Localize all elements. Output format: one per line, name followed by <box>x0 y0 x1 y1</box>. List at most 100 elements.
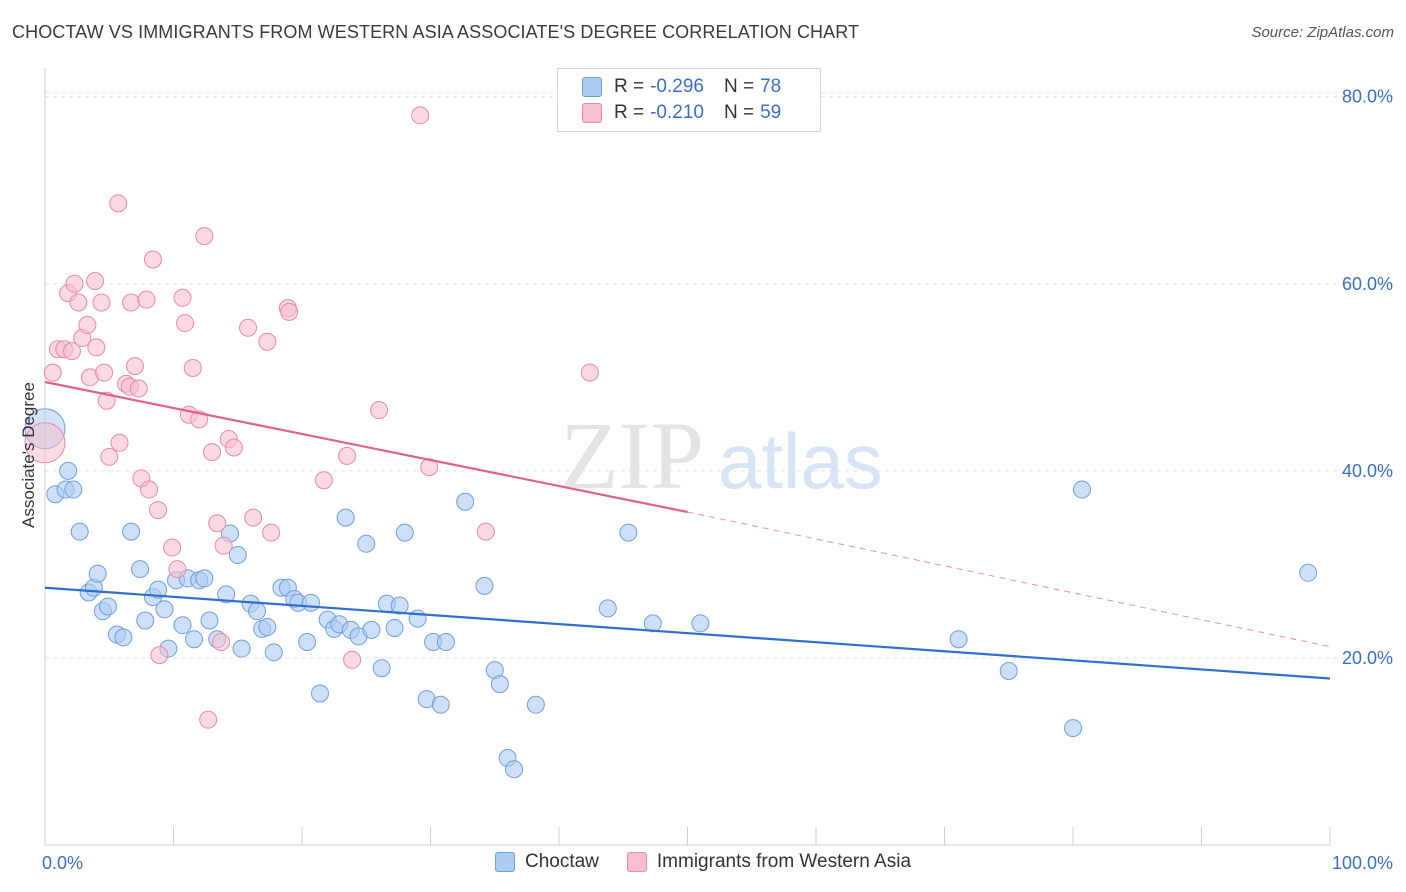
watermark-zip: ZIP <box>560 402 704 509</box>
trend-lines <box>44 380 1331 680</box>
y-tick-label: 40.0% <box>1342 461 1393 481</box>
watermark-atlas: atlas <box>718 417 883 505</box>
point-choctaw <box>136 611 155 630</box>
point-choctaw <box>122 522 141 541</box>
series-legend-choctaw[interactable]: Choctaw <box>494 851 599 873</box>
point-choctaw <box>64 480 83 499</box>
point-choctaw <box>264 643 283 662</box>
y-tick-label: 80.0% <box>1342 87 1393 107</box>
point-choctaw <box>475 576 494 595</box>
point-western-asia <box>110 433 129 452</box>
point-choctaw <box>395 523 414 542</box>
point-western-asia <box>62 342 81 361</box>
legend-n-value: 59 <box>760 102 782 123</box>
point-choctaw <box>195 569 214 588</box>
point-western-asia <box>580 363 599 382</box>
series-swatch-choctaw <box>494 852 515 872</box>
series-label-western-asia: Immigrants from Western Asia <box>656 851 912 872</box>
y-tick-label: 60.0% <box>1342 274 1393 294</box>
grid-lines <box>45 92 1393 659</box>
point-choctaw <box>1064 719 1082 738</box>
point-western-asia <box>122 293 141 312</box>
point-western-asia <box>199 710 218 729</box>
trend-line-western-asia <box>44 380 688 514</box>
point-western-asia <box>280 302 299 321</box>
point-western-asia <box>476 522 495 541</box>
series-legend-western-asia[interactable]: Immigrants from Western Asia <box>626 851 912 873</box>
point-western-asia <box>195 227 214 246</box>
point-western-asia <box>150 646 169 665</box>
point-choctaw <box>59 461 78 480</box>
point-choctaw <box>149 580 168 599</box>
x-tick-label: 0.0% <box>42 853 83 873</box>
point-western-asia <box>87 338 106 357</box>
point-choctaw <box>357 534 376 553</box>
legend-n-value: 78 <box>760 76 782 97</box>
chart-title: CHOCTAW VS IMMIGRANTS FROM WESTERN ASIA … <box>12 22 860 42</box>
point-choctaw <box>691 614 710 633</box>
source-label: Source: ZipAtlas.com <box>1251 24 1394 41</box>
legend-n-label: N = <box>723 102 755 123</box>
point-western-asia <box>163 538 182 557</box>
point-western-asia <box>143 250 162 269</box>
point-choctaw <box>372 659 391 678</box>
point-choctaw <box>490 675 509 694</box>
point-western-asia <box>176 314 195 333</box>
legend-r-label: R = <box>614 102 645 123</box>
point-western-asia <box>78 315 97 334</box>
point-western-asia <box>420 458 439 477</box>
point-choctaw <box>200 611 219 630</box>
point-western-asia <box>258 332 277 351</box>
legend-n-label: N = <box>723 76 755 97</box>
tick-labels: 20.0% 40.0% 60.0% 80.0% 0.0% 100.0% <box>42 87 1393 873</box>
point-western-asia <box>137 290 156 309</box>
point-western-asia <box>65 274 84 293</box>
point-choctaw <box>456 492 475 511</box>
series-swatch-western-asia <box>626 852 647 872</box>
point-western-asia <box>183 358 202 377</box>
y-axis-label: Associate's Degree <box>19 382 38 528</box>
point-choctaw <box>619 523 638 542</box>
point-western-asia <box>370 401 389 420</box>
series-label-choctaw: Choctaw <box>524 851 599 872</box>
point-western-asia <box>109 194 128 213</box>
trend-line-choctaw <box>44 586 1331 680</box>
point-choctaw <box>301 593 320 612</box>
point-western-asia <box>411 106 430 125</box>
point-choctaw <box>598 599 617 618</box>
legend-row-choctaw: R = -0.296 N = 78 <box>582 74 781 100</box>
point-western-asia <box>95 363 114 382</box>
point-choctaw <box>643 614 662 633</box>
y-tick-label: 20.0% <box>1342 648 1393 668</box>
point-western-asia <box>173 288 192 307</box>
trend-line-western-asia-extension <box>687 511 1331 648</box>
point-western-asia <box>337 446 356 465</box>
point-western-asia <box>212 633 231 652</box>
point-western-asia <box>92 293 111 312</box>
point-western-asia <box>343 650 362 669</box>
point-choctaw <box>114 628 133 647</box>
point-western-asia <box>86 271 105 290</box>
point-choctaw <box>431 695 450 714</box>
point-choctaw <box>436 633 455 652</box>
correlation-legend: R = -0.296 N = 78 R = -0.210 N = 59 <box>557 68 821 132</box>
point-choctaw <box>999 662 1018 681</box>
point-choctaw <box>336 508 355 527</box>
point-western-asia <box>224 438 243 457</box>
legend-row-western-asia: R = -0.210 N = 59 <box>582 100 781 126</box>
legend-r-value: -0.296 <box>650 76 704 97</box>
point-western-asia <box>244 508 263 527</box>
point-choctaw <box>131 560 150 579</box>
point-choctaw <box>362 620 381 639</box>
point-western-asia <box>168 560 187 579</box>
point-choctaw <box>1072 480 1091 499</box>
point-choctaw <box>70 522 89 541</box>
point-choctaw <box>949 630 968 649</box>
point-choctaw <box>390 596 409 615</box>
point-western-asia <box>203 443 222 462</box>
series-legend: Choctaw Immigrants from Western Asia <box>0 851 1406 873</box>
point-choctaw <box>298 633 317 652</box>
point-choctaw <box>228 546 247 565</box>
point-choctaw <box>88 564 107 583</box>
